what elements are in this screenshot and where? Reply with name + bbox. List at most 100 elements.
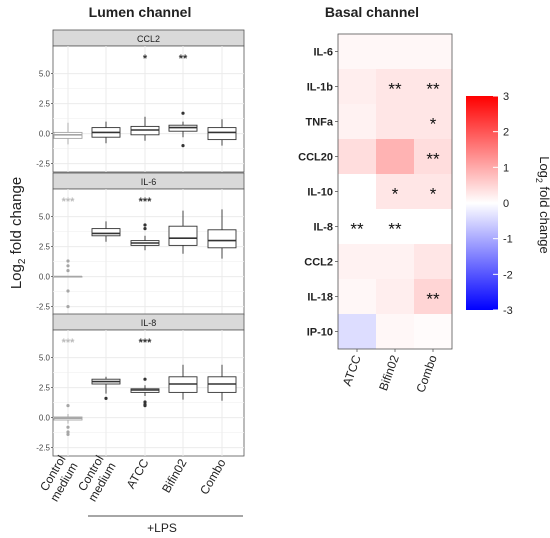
heatmap-row-label: IL-6 — [313, 47, 333, 59]
colorbar-tick-label: -2 — [503, 269, 513, 281]
x-tick-label: Combo — [197, 456, 229, 497]
heatmap-cell — [338, 104, 376, 139]
heatmap-cell — [338, 244, 376, 279]
y-tick-label: -2.5 — [36, 303, 50, 312]
outlier-point — [66, 404, 70, 408]
box-4 — [207, 209, 237, 259]
heatmap-row-label: TNFa — [306, 117, 334, 129]
box-0 — [53, 122, 83, 145]
heatmap-cell — [376, 209, 414, 244]
box-3 — [168, 210, 198, 254]
panel-strip-label: IL-6 — [141, 177, 157, 187]
heatmap-cell — [338, 279, 376, 314]
heatmap-cell — [376, 139, 414, 174]
panel-strip-label: IL-8 — [141, 318, 157, 328]
y-tick-label: 2.5 — [39, 384, 51, 393]
outlier-point — [143, 404, 147, 408]
lps-label: +LPS — [147, 521, 177, 535]
y-tick-label: 2.5 — [39, 243, 51, 252]
panel-plot-area — [52, 329, 245, 457]
colorbar-bar — [466, 96, 498, 310]
panel-plot-area — [52, 188, 245, 316]
heatmap-cell — [338, 174, 376, 209]
box-1 — [91, 121, 121, 144]
outlier-point — [66, 432, 70, 436]
heatmap-cell — [376, 244, 414, 279]
x-tick-label: ATCC — [124, 456, 152, 491]
significance-mark: *** — [62, 337, 76, 349]
heatmap-cell — [376, 174, 414, 209]
heatmap-significance: ** — [350, 220, 364, 239]
significance-mark: *** — [139, 337, 153, 349]
heatmap-cell — [338, 139, 376, 174]
box-iqr — [207, 229, 237, 249]
outlier-point — [143, 400, 147, 404]
colorbar-tick-label: 1 — [503, 162, 509, 174]
heatmap-col-label: ATCC — [340, 353, 364, 388]
heatmap-row-label: CCL2 — [304, 257, 333, 269]
outlier-point — [66, 259, 70, 263]
outlier-point — [143, 223, 147, 227]
heatmap-cell — [414, 279, 452, 314]
heatmap-cell — [414, 174, 452, 209]
box-3: ** — [168, 53, 198, 148]
heatmap-significance: ** — [426, 150, 440, 169]
colorbar-tick-label: -1 — [503, 234, 513, 246]
box-1 — [91, 376, 121, 400]
heatmap-row-label: IL-18 — [307, 292, 333, 304]
box-2: * — [130, 53, 160, 141]
box-4 — [207, 364, 237, 401]
outlier-point — [66, 425, 70, 429]
heatmap-cell — [376, 279, 414, 314]
outlier-point — [66, 430, 70, 434]
heatmap-col-label: Combo — [413, 353, 439, 394]
box-iqr — [168, 225, 198, 246]
outlier-point — [66, 269, 70, 273]
heatmap-cell — [414, 34, 452, 69]
box-panel-il-8: IL-8 -2.5 0.0 2.5 5.0 *** *** — [36, 313, 245, 457]
y-tick-label: 0.0 — [39, 414, 51, 423]
colorbar-tick-label: 0 — [503, 198, 509, 210]
lumen-y-axis-label: Log2 fold change — [8, 177, 28, 289]
x-tick-label-line: ATCC — [124, 456, 152, 491]
box-3 — [168, 364, 198, 400]
colorbar-tick-label: 3 — [503, 91, 509, 103]
outlier-point — [181, 111, 185, 115]
y-tick-label: 5.0 — [39, 354, 51, 363]
box-1 — [91, 221, 121, 242]
heatmap-significance: ** — [388, 80, 402, 99]
significance-mark: *** — [62, 196, 76, 208]
heatmap-row-label: IP-10 — [307, 327, 333, 339]
box-0: *** — [53, 196, 83, 309]
box-panel-ccl2: CCL2-2.50.02.55.0* ** — [36, 29, 245, 173]
heatmap-significance: ** — [426, 290, 440, 309]
heatmap-cell — [376, 314, 414, 349]
colorbar-tick-label: -3 — [503, 305, 513, 317]
y-tick-label: 0.0 — [39, 273, 51, 282]
outlier-point — [104, 396, 108, 400]
box-iqr — [91, 228, 121, 237]
x-tick-label-line: Combo — [197, 456, 229, 497]
heatmap-row-label: IL-10 — [307, 187, 333, 199]
heatmap-cell — [376, 69, 414, 104]
heatmap-cell — [414, 139, 452, 174]
box-0: *** — [53, 337, 83, 436]
heatmap-cell — [414, 104, 452, 139]
lumen-panels: CCL2-2.50.02.55.0* **IL-6-2.50.02.55.0***… — [36, 29, 245, 457]
lumen-title: Lumen channel — [89, 4, 192, 20]
y-tick-label: -2.5 — [36, 444, 50, 453]
heatmap-significance: * — [392, 185, 399, 204]
heatmap-significance: * — [430, 185, 437, 204]
box-4 — [207, 119, 237, 146]
heatmap-cell — [338, 34, 376, 69]
outlier-point — [66, 289, 70, 293]
box-iqr — [207, 127, 237, 141]
colorbar: 3 2 1 0 -1 -2 -3 — [466, 91, 513, 317]
panel-plot-area — [52, 45, 245, 173]
heatmap-row-label: IL-8 — [313, 222, 333, 234]
heatmap-cell — [414, 69, 452, 104]
heatmap-cell — [338, 209, 376, 244]
heatmap-cell — [338, 69, 376, 104]
x-tick-label-line: Bifin02 — [159, 456, 190, 495]
